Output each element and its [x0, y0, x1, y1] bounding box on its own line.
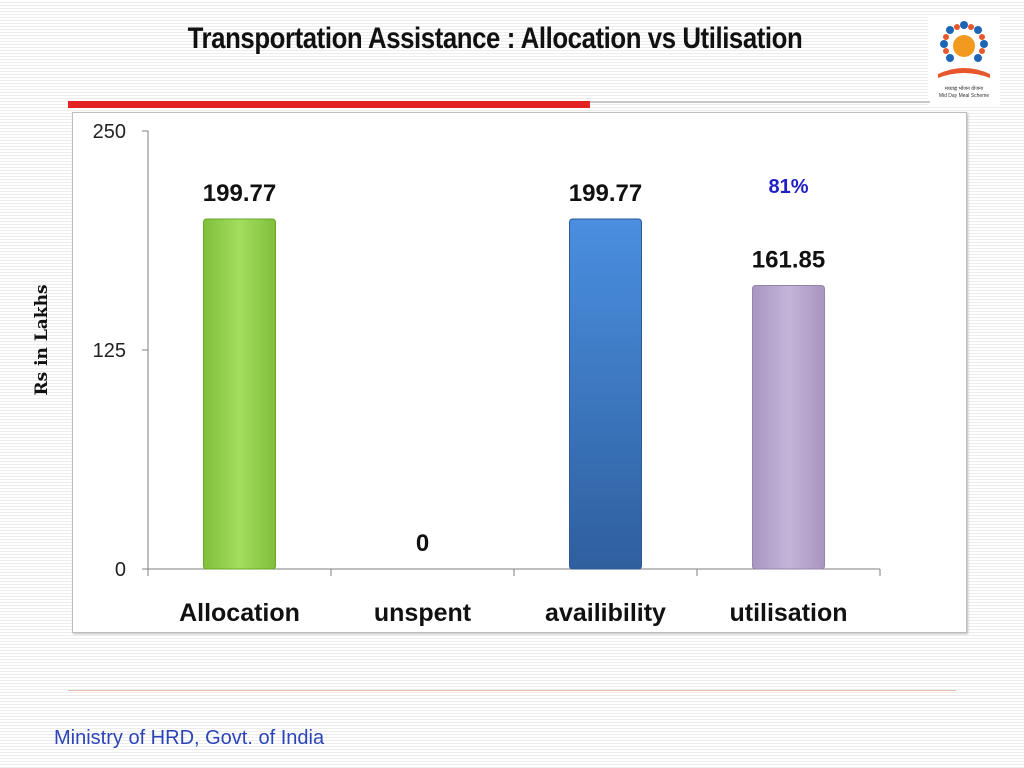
logo-emblem-icon — [938, 21, 990, 78]
bar-utilisation — [752, 284, 825, 570]
data-label-utilisation: 161.85 — [752, 246, 825, 273]
bar-chart: 0 125 250 199.77 Allocation 0 unspent 199.77 ava… — [93, 121, 881, 627]
chart-area: 0 125 250 199.77 Allocation 0 unspent 199.77 ava… — [72, 112, 967, 633]
bar-allocation — [203, 218, 276, 570]
utilisation-percent-annotation: 81% — [768, 176, 808, 198]
logo-text-hindi: मध्याह्न भोजन योजना — [944, 86, 984, 92]
slide-title: Transportation Assistance : Allocation v… — [187, 22, 803, 55]
footer-divider — [68, 690, 956, 691]
y-tick-label: 125 — [93, 340, 126, 362]
data-label-allocation: 199.77 — [203, 180, 276, 207]
y-tick-label: 250 — [93, 121, 126, 143]
footer-text: Ministry of HRD, Govt. of India — [54, 727, 325, 749]
mdm-logo: मध्याह्न भोजन योजना Mid Day Meal Scheme — [928, 16, 1000, 106]
title-underline-grey — [590, 101, 930, 103]
logo-text-english: Mid Day Meal Scheme — [938, 93, 990, 99]
title-underline-red — [68, 101, 590, 108]
x-tick-label-availibility: availibility — [545, 599, 666, 627]
x-tick-label-allocation: Allocation — [179, 599, 300, 627]
bar-availibility — [569, 218, 642, 570]
data-label-availibility: 199.77 — [569, 180, 642, 207]
x-tick-label-utilisation: utilisation — [729, 599, 847, 627]
y-tick-label: 0 — [115, 559, 126, 581]
x-tick-label-unspent: unspent — [374, 599, 472, 627]
data-label-unspent: 0 — [416, 530, 429, 557]
y-axis-label: Rs in Lakhs — [32, 284, 52, 396]
